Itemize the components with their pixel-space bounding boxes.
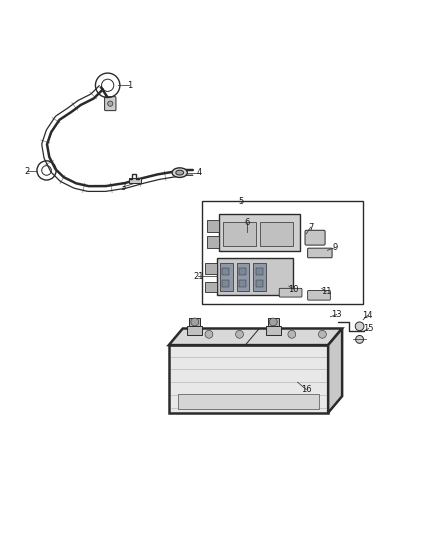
Circle shape	[205, 330, 213, 338]
FancyBboxPatch shape	[279, 288, 302, 297]
Bar	[169, 345, 328, 413]
Text: 10: 10	[288, 285, 298, 294]
Text: 1: 1	[127, 81, 132, 90]
Bar	[261, 222, 293, 246]
Circle shape	[269, 318, 277, 326]
Bar	[239, 280, 246, 287]
Circle shape	[318, 330, 326, 338]
Bar	[129, 178, 141, 183]
Circle shape	[108, 101, 113, 106]
Bar	[207, 220, 219, 231]
FancyBboxPatch shape	[305, 230, 325, 245]
Text: 3: 3	[120, 182, 126, 191]
Polygon shape	[169, 328, 342, 345]
Circle shape	[356, 335, 364, 343]
Text: 13: 13	[332, 310, 342, 319]
Bar	[268, 318, 279, 326]
Bar	[223, 222, 256, 246]
Bar	[189, 318, 200, 326]
Circle shape	[355, 322, 364, 330]
Text: 15: 15	[364, 324, 374, 333]
Text: 16: 16	[301, 385, 311, 394]
Polygon shape	[328, 328, 342, 413]
Bar	[223, 268, 230, 275]
Text: 9: 9	[332, 243, 337, 252]
Bar	[207, 236, 219, 248]
Bar	[265, 326, 281, 335]
Bar	[177, 394, 319, 409]
Bar	[201, 201, 363, 304]
Bar	[220, 263, 233, 290]
Text: 6: 6	[245, 219, 250, 228]
Text: 2: 2	[24, 167, 29, 176]
Text: 11: 11	[321, 287, 331, 296]
Text: 14: 14	[362, 311, 373, 320]
Text: 4: 4	[197, 168, 202, 177]
Bar	[219, 214, 300, 251]
Ellipse shape	[172, 168, 187, 177]
Bar	[239, 268, 246, 275]
FancyBboxPatch shape	[307, 248, 332, 258]
Ellipse shape	[176, 170, 184, 175]
Bar	[256, 280, 263, 287]
Text: 7: 7	[308, 223, 313, 232]
Text: 5: 5	[238, 197, 244, 206]
Circle shape	[288, 330, 296, 338]
Text: 21: 21	[193, 272, 204, 280]
FancyBboxPatch shape	[307, 290, 330, 300]
Bar	[223, 280, 230, 287]
Bar	[217, 258, 293, 295]
Circle shape	[236, 330, 244, 338]
Bar	[205, 282, 217, 292]
FancyBboxPatch shape	[105, 96, 116, 111]
Bar	[256, 268, 263, 275]
Bar	[205, 263, 217, 274]
Bar	[237, 263, 249, 290]
Bar	[254, 263, 266, 290]
Circle shape	[191, 318, 199, 326]
Bar	[187, 326, 202, 335]
